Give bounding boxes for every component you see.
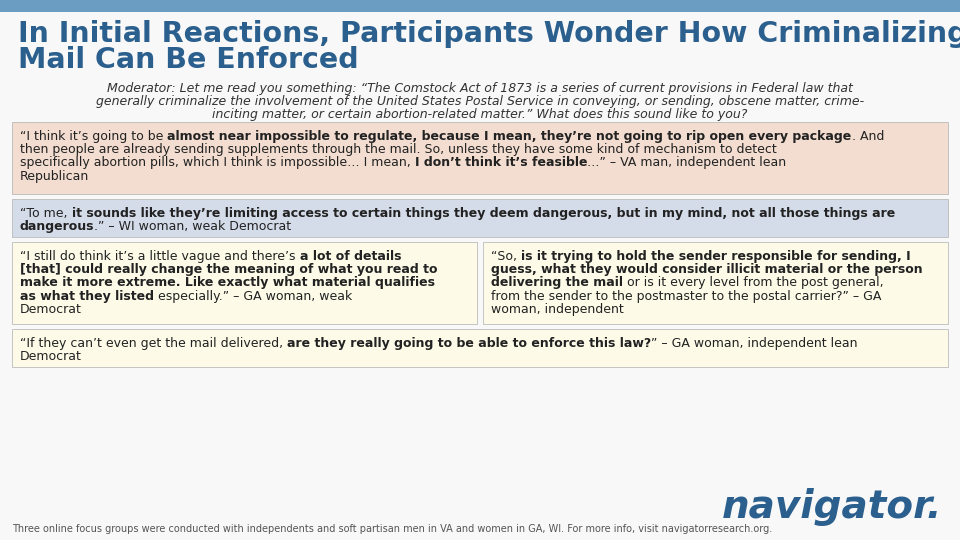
Text: then people are already sending supplements through the mail. So, unless they ha: then people are already sending suppleme… bbox=[20, 143, 777, 156]
Text: dangerous: dangerous bbox=[20, 220, 94, 233]
Text: almost near impossible to regulate, because I mean, they’re not going to rip ope: almost near impossible to regulate, beca… bbox=[167, 130, 852, 143]
Bar bbox=[12, 242, 477, 324]
Text: from the sender to the postmaster to the postal carrier?” – GA: from the sender to the postmaster to the… bbox=[491, 289, 881, 302]
Text: “I think it’s going to be: “I think it’s going to be bbox=[20, 130, 167, 143]
Text: guess, what they would consider illicit material or the person: guess, what they would consider illicit … bbox=[491, 263, 923, 276]
Text: a lot of details: a lot of details bbox=[300, 250, 401, 263]
Text: specifically abortion pills, which I think is impossible… I mean,: specifically abortion pills, which I thi… bbox=[20, 157, 415, 170]
Text: Moderator: Let me read you something: “The Comstock Act of 1873 is a series of c: Moderator: Let me read you something: “T… bbox=[108, 82, 852, 95]
Text: it sounds like they’re limiting access to certain things they deem dangerous, bu: it sounds like they’re limiting access t… bbox=[71, 207, 895, 220]
Text: “If they can’t even get the mail delivered,: “If they can’t even get the mail deliver… bbox=[20, 337, 287, 350]
Text: In Initial Reactions, Participants Wonder How Criminalizing: In Initial Reactions, Participants Wonde… bbox=[18, 20, 960, 48]
Text: …” – VA man, independent lean: …” – VA man, independent lean bbox=[588, 157, 786, 170]
Text: Three online focus groups were conducted with independents and soft partisan men: Three online focus groups were conducted… bbox=[12, 524, 772, 534]
Text: [that] could really change the meaning of what you read to: [that] could really change the meaning o… bbox=[20, 263, 438, 276]
Bar bbox=[12, 199, 948, 237]
Text: Republican: Republican bbox=[20, 170, 89, 183]
Text: .” – WI woman, weak Democrat: .” – WI woman, weak Democrat bbox=[94, 220, 292, 233]
Text: especially.” – GA woman, weak: especially.” – GA woman, weak bbox=[154, 289, 352, 302]
Text: inciting matter, or certain abortion-related matter.” What does this sound like : inciting matter, or certain abortion-rel… bbox=[212, 108, 748, 121]
Text: as what they listed: as what they listed bbox=[20, 289, 154, 302]
Text: woman, independent: woman, independent bbox=[491, 303, 624, 316]
Text: navigator.: navigator. bbox=[722, 488, 942, 526]
Bar bbox=[0, 0, 960, 12]
Bar bbox=[12, 122, 948, 194]
Text: make it more extreme. Like exactly what material qualifies: make it more extreme. Like exactly what … bbox=[20, 276, 435, 289]
Bar bbox=[12, 329, 948, 367]
Text: “To me,: “To me, bbox=[20, 207, 71, 220]
Text: delivering the mail: delivering the mail bbox=[491, 276, 623, 289]
Text: ” – GA woman, independent lean: ” – GA woman, independent lean bbox=[652, 337, 858, 350]
Text: I don’t think it’s feasible: I don’t think it’s feasible bbox=[415, 157, 588, 170]
Text: “So,: “So, bbox=[491, 250, 521, 263]
Text: Democrat: Democrat bbox=[20, 303, 82, 316]
Bar bbox=[483, 242, 948, 324]
Text: or is it every level from the post general,: or is it every level from the post gener… bbox=[623, 276, 883, 289]
Text: Mail Can Be Enforced: Mail Can Be Enforced bbox=[18, 46, 359, 74]
Text: “I still do think it’s a little vague and there’s: “I still do think it’s a little vague an… bbox=[20, 250, 300, 263]
Text: generally criminalize the involvement of the United States Postal Service in con: generally criminalize the involvement of… bbox=[96, 95, 864, 108]
Text: are they really going to be able to enforce this law?: are they really going to be able to enfo… bbox=[287, 337, 652, 350]
Text: Democrat: Democrat bbox=[20, 350, 82, 363]
Text: . And: . And bbox=[852, 130, 884, 143]
Text: is it trying to hold the sender responsible for sending, I: is it trying to hold the sender responsi… bbox=[521, 250, 911, 263]
